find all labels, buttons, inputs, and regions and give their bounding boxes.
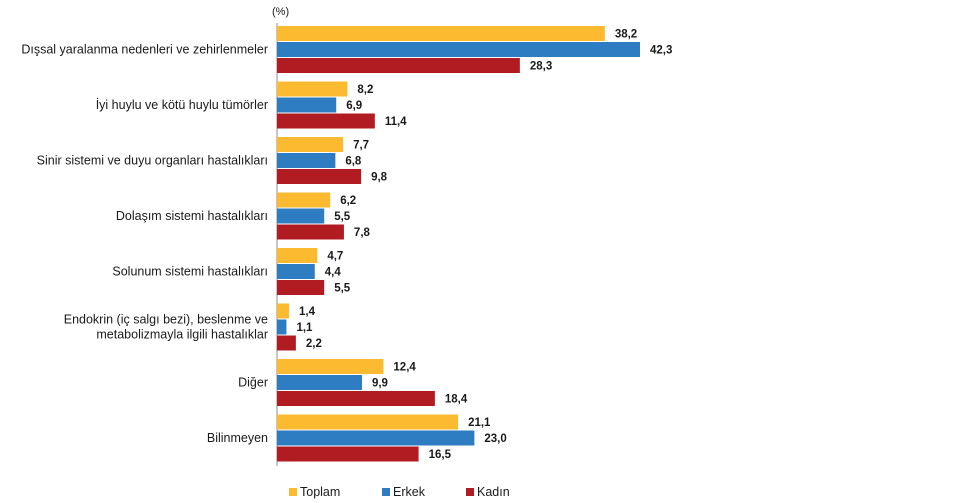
- bar-erkek-2: [277, 153, 336, 168]
- bar-toplam-3: [277, 192, 331, 208]
- category-label-7: Bilinmeyen: [207, 431, 268, 445]
- category-label-0: Dışsal yaralanma nedenleri ve zehirlenme…: [21, 43, 268, 57]
- value-label-toplam-7: 21,1: [468, 417, 491, 429]
- unit-label: (%): [272, 6, 289, 18]
- value-label-toplam-6: 12,4: [393, 362, 416, 374]
- value-label-kadın-0: 28,3: [530, 61, 552, 73]
- value-label-toplam-0: 38,2: [615, 29, 637, 41]
- category-label-1: İyi huylu ve kötü huylu tümörler: [96, 98, 268, 112]
- legend-swatch-erkek: [382, 488, 390, 496]
- bar-kadın-5: [277, 335, 296, 351]
- value-label-erkek-0: 42,3: [650, 45, 672, 57]
- bar-kadın-4: [277, 280, 325, 295]
- bar-kadın-2: [277, 169, 362, 184]
- value-label-erkek-1: 6,9: [346, 100, 362, 112]
- bar-toplam-0: [277, 26, 605, 41]
- value-labels-group: 38,242,328,38,26,911,47,76,89,86,25,57,8…: [296, 29, 672, 462]
- bar-erkek-5: [277, 319, 287, 335]
- value-label-toplam-4: 4,7: [327, 251, 343, 263]
- bar-erkek-0: [277, 42, 640, 57]
- value-label-toplam-2: 7,7: [353, 140, 369, 152]
- value-label-erkek-5: 1,1: [296, 322, 313, 334]
- bar-toplam-7: [277, 414, 459, 430]
- bar-kadın-7: [277, 446, 419, 462]
- category-labels-group: Dışsal yaralanma nedenleri ve zehirlenme…: [21, 43, 268, 446]
- value-label-kadın-5: 2,2: [306, 338, 322, 350]
- legend-swatch-toplam: [289, 488, 297, 496]
- bar-kadın-0: [277, 58, 520, 73]
- value-label-kadın-6: 18,4: [445, 394, 468, 406]
- category-label-5-line-1: metabolizmayla ilgili hastalıklar: [96, 328, 268, 342]
- legend: Toplam Erkek Kadın: [289, 485, 510, 499]
- category-label-4: Solunum sistemi hastalıkları: [112, 265, 268, 279]
- bar-erkek-1: [277, 97, 337, 113]
- bars-group: [277, 26, 640, 462]
- bar-erkek-4: [277, 264, 315, 279]
- value-label-kadın-2: 9,8: [371, 172, 388, 184]
- bar-toplam-1: [277, 81, 348, 97]
- value-label-erkek-4: 4,4: [325, 267, 342, 279]
- legend-label-toplam: Toplam: [300, 485, 340, 499]
- category-label-5-line-0: Endokrin (iç salgı bezi), beslenme ve: [64, 313, 268, 327]
- legend-label-kadın: Kadın: [477, 485, 510, 499]
- value-label-kadın-1: 11,4: [385, 116, 407, 128]
- value-label-toplam-1: 8,2: [357, 84, 373, 96]
- bar-erkek-7: [277, 430, 475, 446]
- value-label-kadın-7: 16,5: [429, 449, 452, 461]
- bar-toplam-2: [277, 137, 344, 152]
- value-label-erkek-3: 5,5: [334, 211, 351, 223]
- value-label-kadın-4: 5,5: [334, 283, 351, 295]
- value-label-toplam-5: 1,4: [299, 306, 316, 318]
- value-label-erkek-6: 9,9: [372, 378, 388, 390]
- bar-kadın-3: [277, 224, 344, 240]
- bar-kadın-1: [277, 113, 375, 129]
- value-label-erkek-2: 6,8: [345, 156, 362, 168]
- bar-erkek-3: [277, 208, 325, 224]
- bar-kadın-6: [277, 391, 435, 406]
- legend-swatch-kadın: [466, 488, 474, 496]
- value-label-kadın-3: 7,8: [354, 227, 371, 239]
- category-label-2: Sinir sistemi ve duyu organları hastalık…: [37, 154, 268, 168]
- bar-erkek-6: [277, 375, 362, 390]
- bar-toplam-6: [277, 359, 384, 374]
- legend-label-erkek: Erkek: [393, 485, 426, 499]
- value-label-toplam-3: 6,2: [340, 195, 356, 207]
- bar-toplam-4: [277, 248, 318, 263]
- category-label-3: Dolaşım sistemi hastalıkları: [116, 209, 268, 223]
- category-label-6: Diğer: [238, 376, 268, 390]
- value-label-erkek-7: 23,0: [484, 433, 506, 445]
- bar-toplam-5: [277, 303, 290, 319]
